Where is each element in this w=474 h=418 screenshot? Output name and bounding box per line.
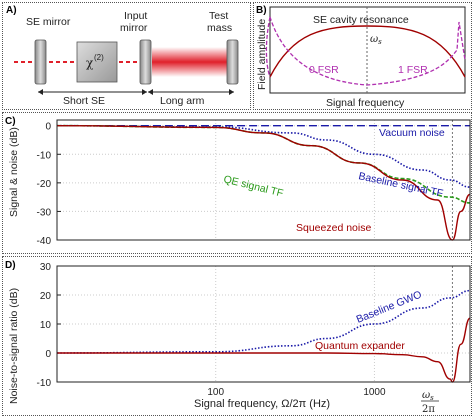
legend-baseline-gwo: Baseline GWO — [355, 289, 424, 326]
fsr-0-label: 0 FSR — [309, 64, 339, 76]
se-resonance-label: SE cavity resonance — [313, 14, 409, 26]
y-tick-label: -10 — [37, 150, 52, 161]
y-tick-label: -20 — [37, 179, 52, 190]
panel-d-ylabel: Noise-to-signal ratio (dB) — [8, 288, 20, 404]
y-tick-label: -40 — [37, 236, 52, 247]
series-line-quantum-expander — [56, 317, 471, 383]
y-tick-label: 30 — [40, 262, 52, 273]
panel-a-diagram: A) SE mirror Input mirror Test mass χ (2… — [6, 5, 239, 107]
y-tick-label: 20 — [40, 291, 52, 302]
x-tick-label: 1000 — [363, 387, 386, 398]
y-tick-label: 0 — [45, 122, 51, 133]
svg-text:2π: 2π — [422, 404, 435, 415]
chi2-superscript: (2) — [94, 53, 104, 62]
chi2-crystal — [76, 41, 118, 83]
panel-d-letter: D) — [5, 260, 16, 271]
panel-c-frame — [56, 119, 471, 241]
laser-beam-long-arm — [152, 47, 228, 77]
panel-d-frame — [56, 265, 471, 383]
long-arm-label: Long arm — [160, 95, 205, 107]
series-line-squeezed-noise — [56, 125, 471, 241]
y-tick-label: -30 — [37, 207, 52, 218]
input-mirror-shape — [139, 39, 152, 85]
input-mirror-label-2: mirror — [120, 22, 148, 34]
omega-s-label: ωs — [370, 34, 382, 46]
panel-d-chart: D) Noise-to-signal ratio (dB) 3020100-10… — [5, 260, 471, 415]
legend-qe-signal: QE signal TF — [222, 173, 284, 199]
legend-squeezed-noise: Squeezed noise — [296, 222, 371, 234]
panel-c — [2, 112, 472, 254]
panel-d-xlabel: Signal frequency, Ω/2π (Hz) — [194, 398, 330, 410]
panel-a-letter: A) — [6, 5, 17, 16]
x-tick-label: 100 — [207, 387, 224, 398]
input-mirror-label-1: Input — [124, 10, 147, 22]
test-mass-label-2: mass — [207, 22, 232, 34]
legend-quantum-expander: Quantum expander — [315, 340, 405, 352]
chi2-label: χ — [86, 56, 94, 70]
short-se-label: Short SE — [63, 95, 105, 107]
panel-c-letter: C) — [5, 116, 16, 127]
panel-d — [2, 256, 472, 416]
panel-a — [2, 2, 251, 110]
omega-s-over-2pi: ωs 2π — [421, 390, 439, 415]
panel-b-letter: B) — [256, 5, 267, 16]
test-mass-label-1: Test — [209, 10, 228, 22]
legend-vacuum-noise: Vacuum noise — [379, 127, 445, 139]
y-tick-label: 10 — [40, 320, 52, 331]
svg-text:ωs: ωs — [422, 390, 434, 402]
panel-b-xlabel: Signal frequency — [326, 97, 405, 109]
panel-b-chart: B) Field amplitude SE cavity resonance ω… — [256, 5, 466, 109]
se-resonance-curve — [269, 25, 466, 78]
y-tick-label: -10 — [37, 378, 52, 389]
test-mass-shape — [226, 39, 239, 85]
y-tick-label: 0 — [45, 349, 51, 360]
panel-b — [253, 2, 472, 110]
panel-b-ylabel: Field amplitude — [256, 19, 268, 90]
fsr-1-label: 1 FSR — [398, 64, 428, 76]
se-mirror-shape — [34, 39, 47, 85]
panel-c-chart: C) Signal & noise (dB) 0 -10 -20 -30 -40 Vac… — [5, 116, 471, 247]
se-mirror-label: SE mirror — [26, 16, 71, 28]
panel-c-ylabel: Signal & noise (dB) — [8, 127, 20, 217]
legend-baseline-signal: Baseline signal TF — [357, 170, 444, 200]
series-line-baseline-gwo — [56, 289, 471, 354]
fsr-curve — [269, 16, 466, 86]
